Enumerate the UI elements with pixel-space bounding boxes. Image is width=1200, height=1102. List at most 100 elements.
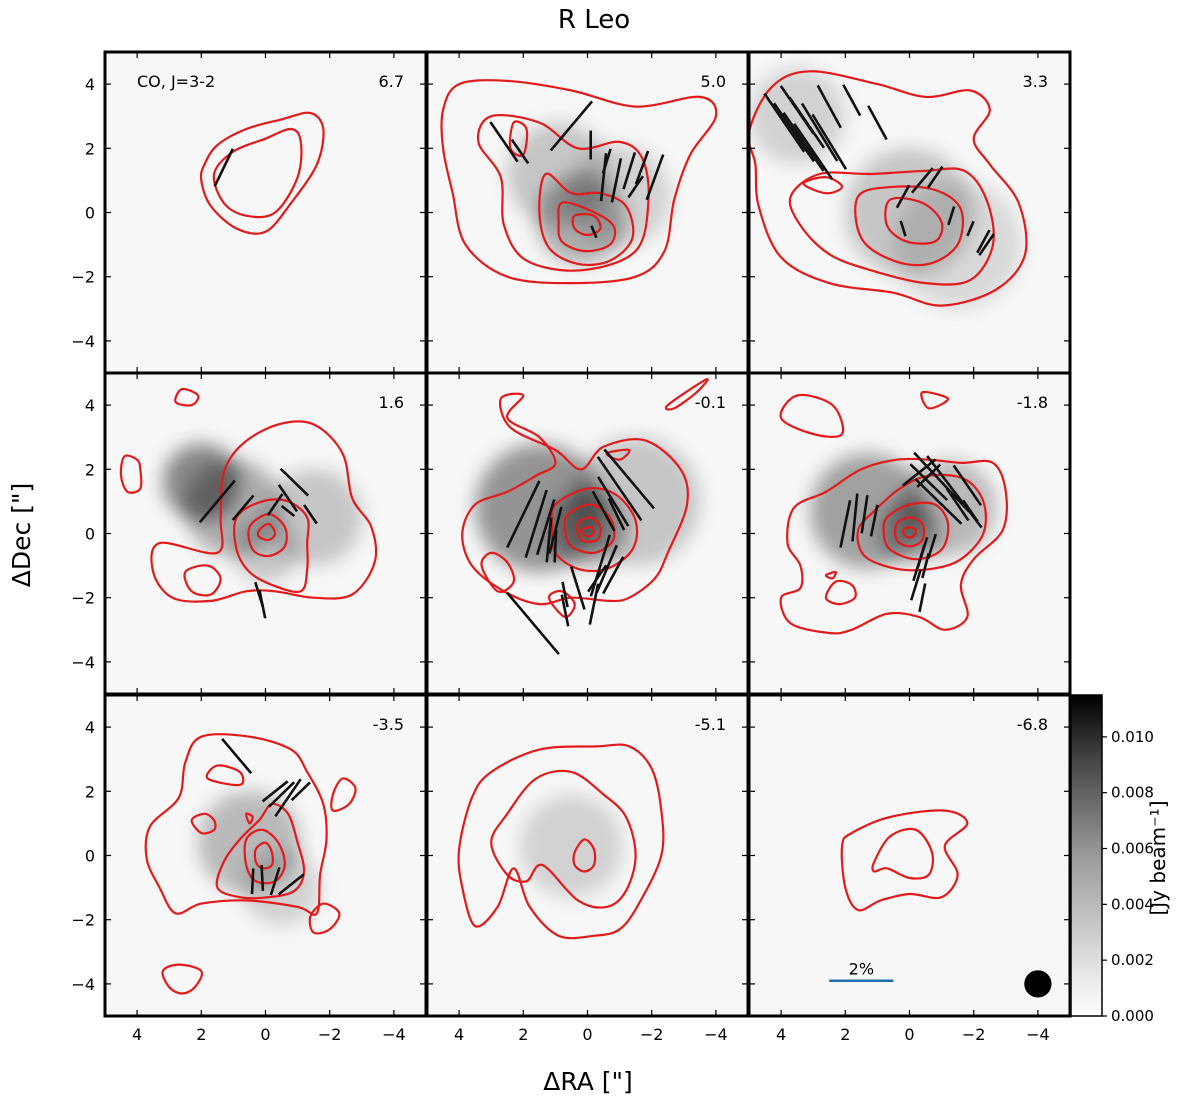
intensity-contour (161, 963, 204, 995)
intensity-contour (461, 392, 689, 606)
channel-velocity-label: -5.1 (695, 715, 726, 734)
polarization-vector (909, 569, 922, 601)
polarization-vector (966, 220, 975, 237)
x-tick-label: −4 (1026, 1025, 1050, 1044)
channel-panel: -6.8 2% (747, 693, 1072, 1018)
polarization-vector (587, 564, 608, 593)
polarization-vector (290, 781, 311, 802)
intensity-contour (480, 551, 516, 593)
polarization-vector (221, 737, 253, 775)
polarization-vector (524, 489, 548, 558)
intensity-contour (779, 393, 845, 438)
panel-content (105, 52, 426, 373)
line-transition-label: CO, J=3-2 (137, 72, 215, 91)
polarization-vector (869, 504, 879, 537)
polarization-vector (489, 121, 519, 163)
polarization-vector (561, 581, 569, 608)
polarization-vector (254, 581, 265, 608)
intensity-contour (920, 390, 950, 410)
polarization-vector (851, 493, 859, 542)
intensity-contour (215, 802, 306, 900)
panel-grid: 6.7 CO, J=3-2 5.0 3.3 1.6 -0.1 -1.8 -3.5 -5.1 -6.… (103, 50, 1072, 1018)
intensity-contour (205, 764, 245, 787)
polarization-vector (788, 96, 826, 149)
y-tick-label: 4 (85, 718, 95, 737)
panel-content (749, 373, 1070, 694)
polarization-vector (231, 494, 255, 521)
x-tick-label: 2 (840, 1025, 850, 1044)
polarization-vector (926, 165, 944, 189)
polarization-vector (867, 105, 888, 141)
channel-velocity-label: -6.8 (1017, 715, 1048, 734)
colorbar-tick-label: 0.010 (1111, 728, 1154, 746)
intensity-contour (245, 812, 254, 825)
panel-background (749, 695, 1070, 1016)
polarization-vector (816, 84, 842, 129)
x-axis-label: ΔRA ["] (543, 1067, 633, 1096)
polarization-vector (510, 138, 530, 165)
channel-panel: 1.6 (103, 371, 428, 696)
polarization-vector (913, 451, 970, 513)
y-tick-label: −4 (71, 975, 95, 994)
intensity-contour (802, 176, 844, 195)
emission-blob (520, 794, 623, 898)
channel-panel: -1.8 (747, 371, 1072, 696)
intensity-contour (779, 457, 1008, 635)
polarization-vector (622, 152, 637, 190)
polarization-vector (601, 148, 612, 174)
polarization-vector (976, 229, 991, 254)
intensity-contour (854, 185, 965, 267)
polarization-vector (634, 150, 650, 185)
intensity-contour (547, 589, 576, 619)
intensity-contour (557, 201, 617, 253)
polarization-vector (911, 167, 934, 194)
intensity-contour (183, 564, 222, 597)
y-tick-label: 0 (85, 204, 95, 223)
polarization-vector (506, 591, 560, 655)
beam-ellipse (1024, 970, 1052, 998)
x-tick-label: 4 (454, 1025, 464, 1044)
channel-velocity-label: 1.6 (379, 393, 404, 412)
polarization-vector (918, 583, 927, 613)
polarization-vector (978, 233, 995, 256)
polarization-vector (860, 495, 869, 534)
channel-velocity-label: 3.3 (1023, 72, 1048, 91)
x-tick-label: 4 (776, 1025, 786, 1044)
intensity-contour (490, 769, 637, 909)
intensity-contour (233, 498, 310, 594)
intensity-contour (199, 111, 325, 235)
intensity-contour (882, 501, 950, 561)
intensity-contour (788, 167, 995, 286)
polarization-vector (895, 184, 911, 209)
intensity-contour (893, 516, 926, 548)
colorbar-tick-label: 0.008 (1111, 784, 1154, 802)
panel-background (105, 52, 426, 373)
panel-content (427, 52, 748, 373)
polarization-vector (603, 448, 655, 510)
intensity-contour (308, 902, 341, 935)
intensity-contour (174, 387, 200, 407)
emission-blob (233, 517, 298, 582)
polarization-vector (952, 464, 982, 506)
panel-content (105, 695, 426, 1016)
polarization-vector (553, 530, 558, 563)
emission-blob (568, 145, 671, 248)
intensity-contour (476, 114, 650, 272)
polarization-vector (763, 92, 806, 153)
intensity-contour (579, 525, 596, 538)
intensity-contour (212, 127, 303, 219)
polarization-vector (535, 499, 556, 556)
y-axis-label: ΔDec ["] (7, 483, 36, 587)
polarization-vector (627, 175, 644, 199)
emission-map (475, 437, 700, 573)
panel-frame (747, 693, 1072, 1018)
polarization-vector (595, 544, 618, 594)
polarization-vector (591, 490, 616, 532)
polarization-vector (269, 867, 281, 896)
polarization-vector (921, 552, 930, 579)
polarization-vector (506, 480, 541, 549)
polarization-vector (590, 225, 598, 239)
intensity-contour (901, 525, 918, 539)
polarization-vector (811, 113, 848, 170)
